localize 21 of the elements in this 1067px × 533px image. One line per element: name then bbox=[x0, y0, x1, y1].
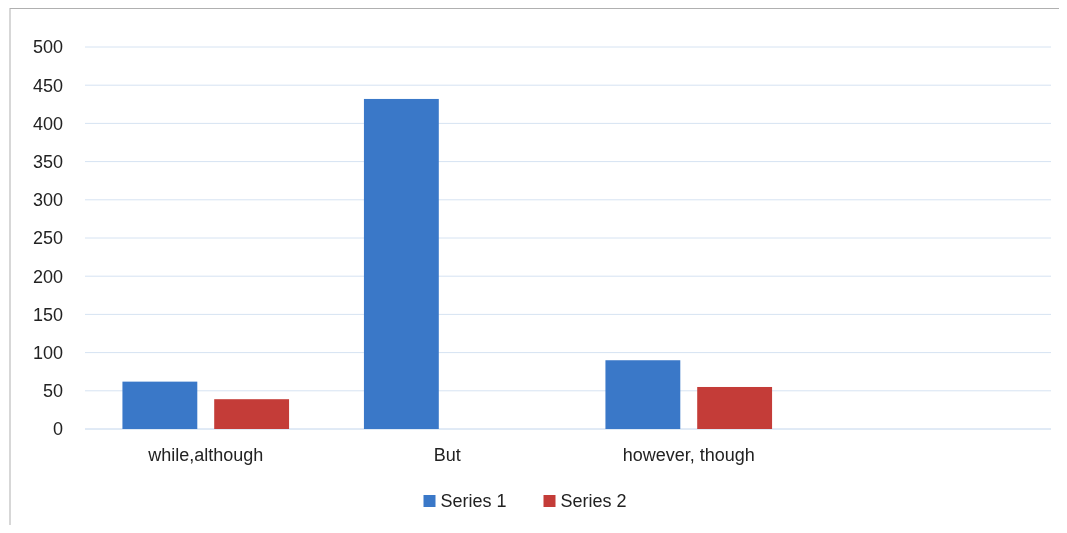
x-tick-label: while,although bbox=[147, 445, 264, 465]
x-tick-label: But bbox=[433, 445, 461, 465]
y-tick-label: 200 bbox=[32, 266, 63, 287]
bar bbox=[214, 399, 290, 429]
y-tick-label: 0 bbox=[52, 419, 63, 440]
bar bbox=[363, 98, 439, 429]
y-tick-label: 500 bbox=[32, 37, 63, 58]
bar bbox=[122, 381, 198, 429]
x-tick-label: however, though bbox=[622, 445, 755, 465]
y-tick-label: 100 bbox=[32, 342, 63, 363]
y-tick-label: 300 bbox=[32, 190, 63, 211]
bar bbox=[697, 386, 773, 429]
y-tick-label: 150 bbox=[32, 304, 63, 325]
y-tick-label: 450 bbox=[32, 75, 63, 96]
y-tick-label: 50 bbox=[42, 381, 63, 402]
y-tick-label: 400 bbox=[32, 113, 63, 134]
y-tick-label: 250 bbox=[32, 228, 63, 249]
y-tick-label: 350 bbox=[32, 151, 63, 172]
legend-label: Series 1 bbox=[440, 491, 507, 512]
bar bbox=[605, 360, 681, 429]
legend-label: Series 2 bbox=[560, 491, 627, 512]
